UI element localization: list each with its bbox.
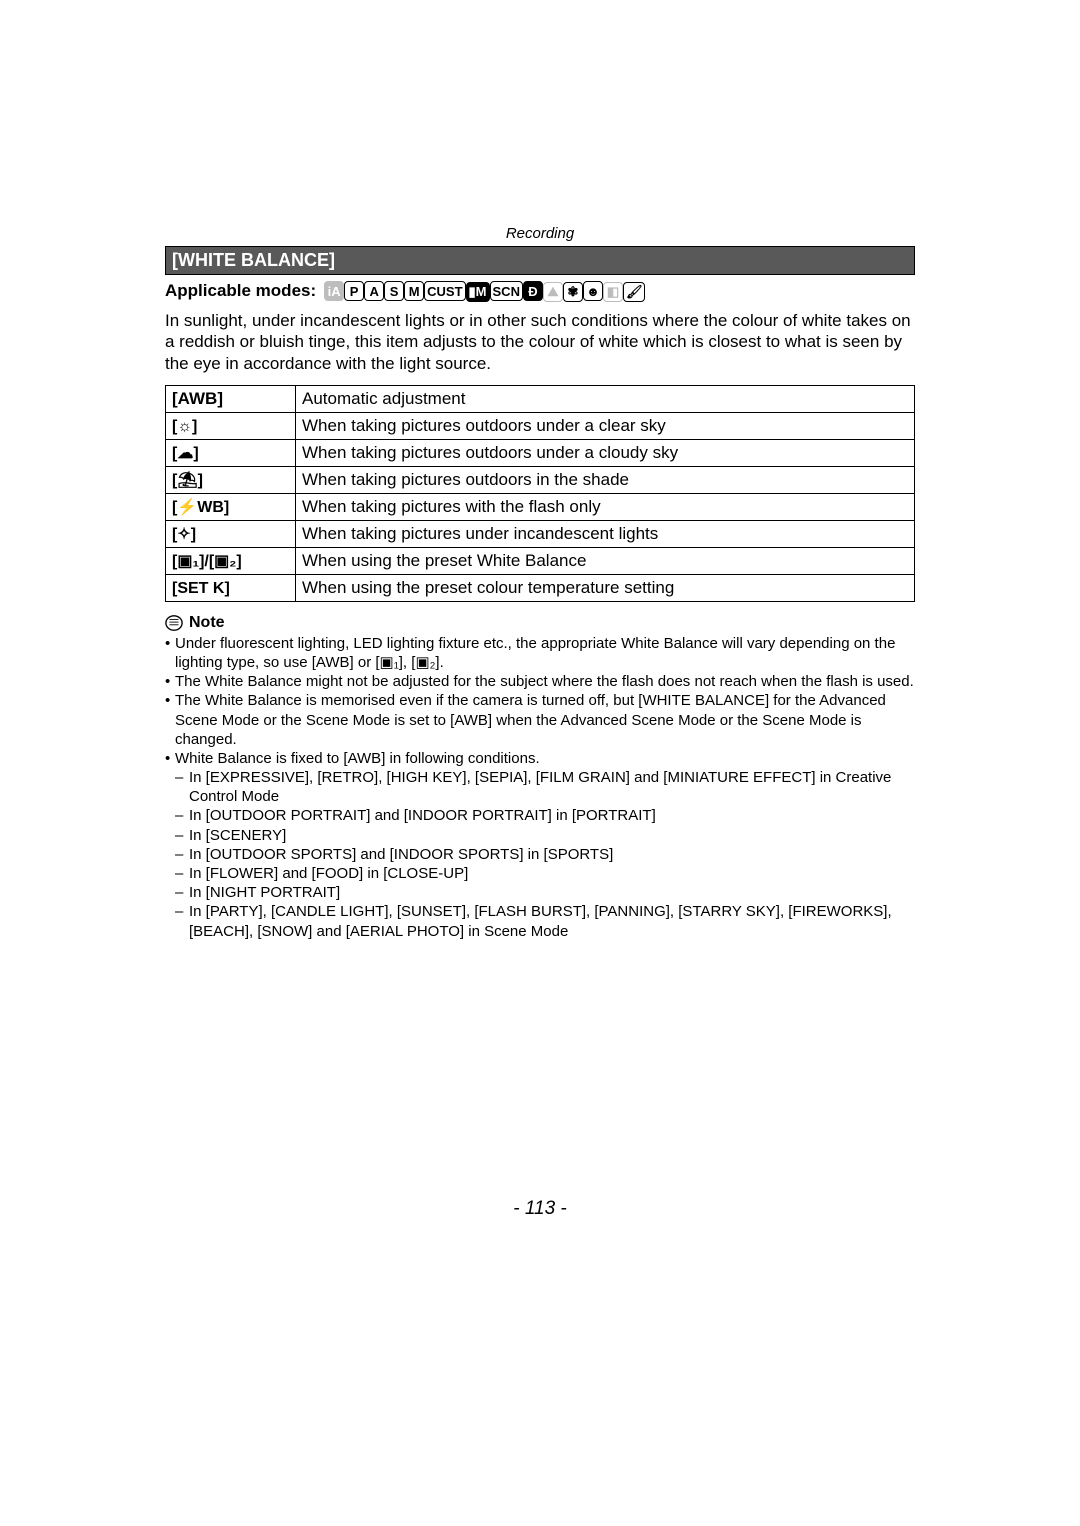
mode-icon: Ð bbox=[523, 281, 543, 301]
note-subitem: In [FLOWER] and [FOOD] in [CLOSE-UP] bbox=[175, 864, 915, 883]
note-item: White Balance is fixed to [AWB] in follo… bbox=[165, 749, 915, 941]
table-row: [⚡WB] When taking pictures with the flash… bbox=[166, 493, 915, 520]
intro-paragraph: In sunlight, under incandescent lights o… bbox=[165, 310, 915, 375]
mode-icon: M bbox=[404, 281, 424, 301]
note-item: The White Balance is memorised even if t… bbox=[165, 691, 915, 749]
wb-mode-icon: [☼] bbox=[172, 418, 197, 436]
applicable-modes-label: Applicable modes: bbox=[165, 281, 316, 301]
note-label: Note bbox=[189, 614, 225, 632]
wb-mode-cell: [AWB] bbox=[166, 385, 296, 412]
wb-mode-cell: [⛱] bbox=[166, 466, 296, 493]
note-sublist: In [EXPRESSIVE], [RETRO], [HIGH KEY], [S… bbox=[175, 768, 915, 941]
applicable-modes-row: Applicable modes: iAPASMCUST▮MSCNÐ⛰✾☻◧🖌 bbox=[165, 281, 915, 302]
note-item: The White Balance might not be adjusted … bbox=[165, 672, 915, 691]
note-subitem: In [OUTDOOR PORTRAIT] and [INDOOR PORTRA… bbox=[175, 806, 915, 825]
mode-icons: iAPASMCUST▮MSCNÐ⛰✾☻◧🖌 bbox=[324, 281, 645, 302]
wb-mode-icon: [SET K] bbox=[172, 580, 230, 598]
note-subitem: In [NIGHT PORTRAIT] bbox=[175, 883, 915, 902]
wb-desc-cell: Automatic adjustment bbox=[296, 385, 915, 412]
mode-icon: 🖌 bbox=[623, 282, 646, 302]
table-row: [AWB]Automatic adjustment bbox=[166, 385, 915, 412]
table-row: [☁] When taking pictures outdoors under a… bbox=[166, 439, 915, 466]
note-subitem: In [EXPRESSIVE], [RETRO], [HIGH KEY], [S… bbox=[175, 768, 915, 806]
wb-desc-cell: When taking pictures outdoors under a cl… bbox=[296, 412, 915, 439]
wb-mode-icon: [✧] bbox=[172, 524, 196, 544]
wb-desc-cell: When using the preset colour temperature… bbox=[296, 574, 915, 601]
wb-mode-cell: [☼] bbox=[166, 412, 296, 439]
wb-mode-icon: [▣₁]/[▣₂] bbox=[172, 551, 242, 571]
mode-icon: A bbox=[364, 281, 384, 301]
mode-icon: P bbox=[344, 281, 364, 301]
mode-icon: ☻ bbox=[583, 281, 603, 301]
wb-desc-cell: When taking pictures outdoors in the sha… bbox=[296, 466, 915, 493]
white-balance-table: [AWB]Automatic adjustment [☼] When taking … bbox=[165, 385, 915, 602]
mode-icon: ◧ bbox=[603, 282, 623, 302]
wb-mode-cell: [SET K] bbox=[166, 574, 296, 601]
section-title-bar: [WHITE BALANCE] bbox=[165, 246, 915, 275]
wb-mode-cell: [✧] bbox=[166, 520, 296, 547]
note-subitem: In [PARTY], [CANDLE LIGHT], [SUNSET], [F… bbox=[175, 902, 915, 940]
wb-desc-cell: When taking pictures with the flash only bbox=[296, 493, 915, 520]
wb-mode-cell: [▣₁]/[▣₂] bbox=[166, 547, 296, 574]
note-subitem: In [SCENERY] bbox=[175, 826, 915, 845]
mode-icon: iA bbox=[324, 281, 344, 301]
mode-icon: SCN bbox=[490, 281, 523, 301]
note-heading: Note bbox=[165, 614, 915, 632]
page-number: - 113 - bbox=[165, 1198, 915, 1220]
note-subitem: In [OUTDOOR SPORTS] and [INDOOR SPORTS] … bbox=[175, 845, 915, 864]
wb-desc-cell: When using the preset White Balance bbox=[296, 547, 915, 574]
mode-icon: ✾ bbox=[563, 282, 583, 302]
notes-list: Under fluorescent lighting, LED lighting… bbox=[165, 634, 915, 941]
category-header: Recording bbox=[165, 225, 915, 242]
mode-icon: S bbox=[384, 281, 404, 301]
mode-icon: ▮M bbox=[466, 282, 490, 302]
note-icon bbox=[165, 614, 183, 632]
wb-desc-cell: When taking pictures outdoors under a cl… bbox=[296, 439, 915, 466]
table-row: [✧] When taking pictures under incandesce… bbox=[166, 520, 915, 547]
table-row: [▣₁]/[▣₂] When using the preset White Bal… bbox=[166, 547, 915, 574]
wb-desc-cell: When taking pictures under incandescent … bbox=[296, 520, 915, 547]
note-item: Under fluorescent lighting, LED lighting… bbox=[165, 634, 915, 672]
mode-icon: ⛰ bbox=[543, 282, 563, 302]
mode-icon: CUST bbox=[424, 281, 465, 301]
wb-mode-cell: [⚡WB] bbox=[166, 493, 296, 520]
wb-mode-icon: [⚡WB] bbox=[172, 497, 229, 517]
wb-mode-icon: [☁] bbox=[172, 443, 199, 463]
table-row: [⛱] When taking pictures outdoors in the … bbox=[166, 466, 915, 493]
table-row: [☼] When taking pictures outdoors under a… bbox=[166, 412, 915, 439]
wb-mode-icon: [⛱] bbox=[172, 470, 203, 490]
table-row: [SET K] When using the preset colour temp… bbox=[166, 574, 915, 601]
page-content: Recording [WHITE BALANCE] Applicable mod… bbox=[165, 225, 915, 941]
wb-mode-cell: [☁] bbox=[166, 439, 296, 466]
